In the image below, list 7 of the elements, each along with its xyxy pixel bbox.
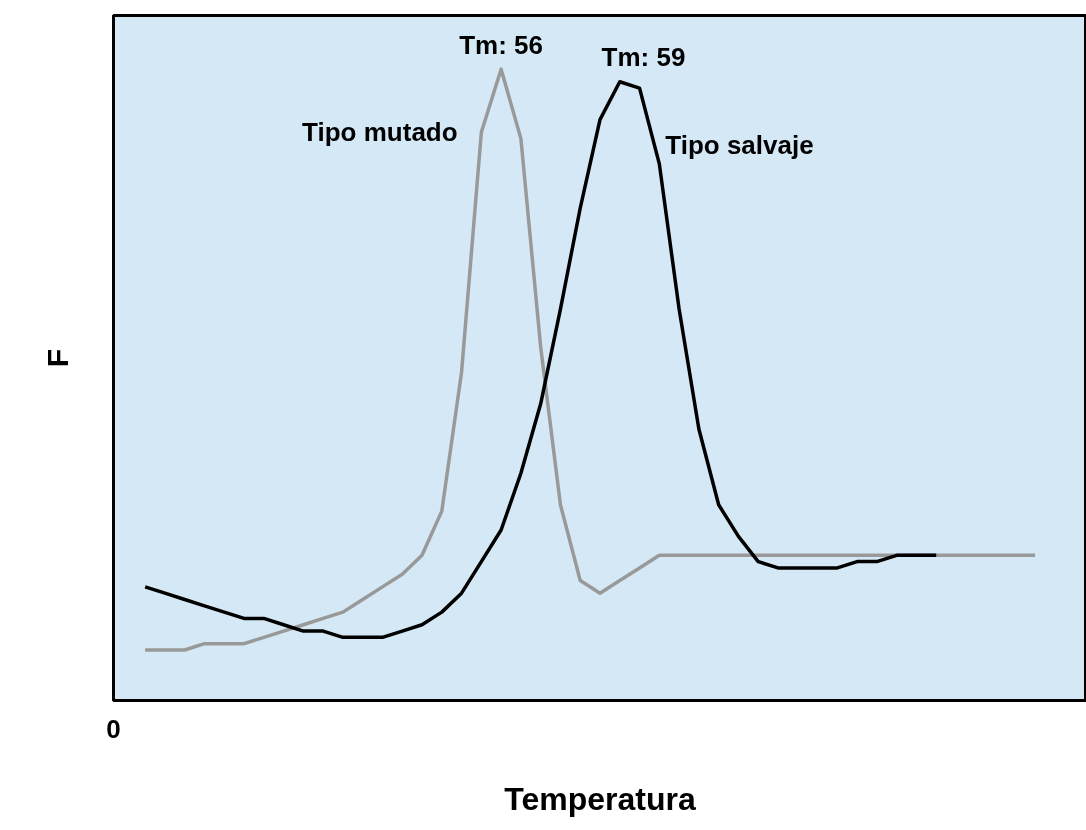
x-axis-title: Temperatura [504,780,696,817]
text: 0 [106,713,121,744]
text: Tm: 56 [459,29,544,60]
annotation: Tm: 59 [601,42,686,73]
series-label: Tipo mutado [302,117,458,148]
series-label: Tipo salvaje [665,129,814,160]
y-axis-title: F [40,348,74,368]
